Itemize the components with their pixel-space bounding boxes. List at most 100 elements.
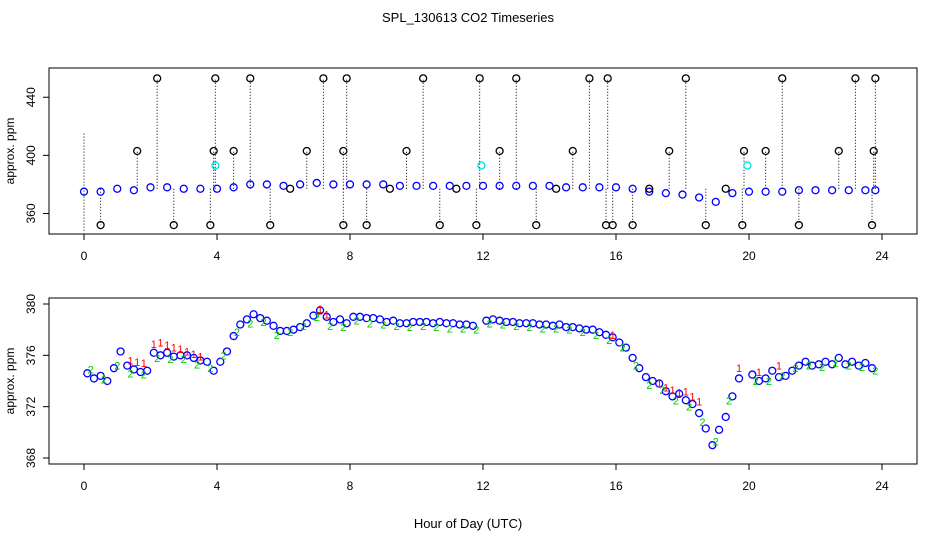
data-point: 2 [872, 366, 878, 378]
data-point: 2 [260, 317, 266, 329]
data-point: 2 [141, 370, 147, 382]
data-point [811, 186, 820, 195]
data-point [236, 320, 245, 329]
data-point: 1 [610, 330, 616, 342]
data-point [477, 161, 486, 170]
data-point [867, 364, 877, 373]
data-point: 2 [580, 327, 586, 339]
data-point [345, 180, 355, 189]
x-tick-label: 4 [214, 249, 221, 263]
data-point: 2 [646, 380, 652, 392]
data-point [312, 178, 321, 188]
data-point: 1 [776, 361, 782, 373]
data-point: 1 [191, 349, 197, 361]
x-tick-label: 0 [81, 479, 88, 493]
data-point [129, 186, 139, 195]
data-point [329, 180, 338, 189]
data-point [385, 184, 395, 193]
data-point [196, 184, 205, 193]
data-point: 2 [407, 322, 413, 334]
y-tick-label: 380 [24, 294, 38, 314]
data-point: 2 [806, 361, 812, 373]
data-point: 2 [88, 364, 94, 376]
data-point [744, 187, 754, 196]
data-point [475, 74, 484, 83]
data-point: 1 [736, 363, 742, 375]
data-point: 1 [317, 304, 323, 316]
data-point: 2 [447, 323, 453, 335]
data-point [262, 316, 272, 325]
data-point [211, 161, 220, 170]
data-point [688, 399, 697, 409]
data-point [435, 220, 444, 230]
y-tick-label: 372 [24, 396, 38, 416]
data-point [295, 322, 305, 332]
data-point [309, 311, 318, 320]
data-point [851, 74, 860, 83]
x-tick-label: 4 [214, 479, 221, 493]
data-point: 2 [473, 325, 479, 337]
data-point: 2 [154, 353, 160, 365]
data-point [871, 186, 880, 195]
data-point [867, 220, 877, 230]
data-point [362, 220, 371, 230]
data-point [152, 74, 162, 83]
data-point [109, 364, 119, 373]
data-point [162, 183, 172, 192]
y-tick-label: 440 [24, 87, 38, 107]
data-point [834, 353, 843, 363]
data-point [528, 181, 538, 191]
data-point [222, 347, 232, 356]
x-tick-label: 16 [609, 479, 623, 493]
data-point [246, 180, 255, 189]
data-point [242, 315, 252, 324]
data-point [495, 181, 504, 191]
data-point [788, 366, 797, 375]
y-tick-label: 376 [24, 345, 38, 365]
data-point [169, 220, 178, 230]
x-tick-label: 24 [875, 249, 889, 263]
data-point [694, 408, 704, 418]
data-point [608, 333, 617, 342]
data-point [827, 186, 837, 195]
x-tick-label: 12 [476, 479, 490, 493]
data-point [342, 319, 351, 328]
data-point [778, 187, 787, 196]
y-axis-label: approx. ppm [3, 118, 17, 185]
data-point: 1 [127, 355, 133, 367]
x-tick-label: 20 [742, 479, 756, 493]
data-point: 1 [689, 391, 695, 403]
data-point: 2 [234, 327, 240, 339]
data-point [794, 220, 804, 230]
data-point [665, 146, 674, 156]
data-point [302, 146, 311, 156]
data-point: 2 [633, 361, 639, 373]
data-point [402, 146, 411, 156]
chart-title: SPL_130613 CO2 Timeseries [382, 10, 554, 25]
data-point [462, 181, 471, 191]
data-point [794, 186, 804, 195]
data-point [781, 371, 790, 381]
data-point [661, 188, 671, 198]
data-point [295, 180, 305, 189]
data-point: 2 [779, 371, 785, 383]
data-point [279, 181, 288, 191]
data-point [478, 181, 488, 191]
data-point [861, 358, 870, 368]
data-point [116, 347, 125, 356]
data-point [628, 220, 637, 230]
data-point [418, 74, 428, 83]
data-point: 2 [393, 321, 399, 333]
data-point: 2 [367, 318, 373, 330]
data-point [202, 357, 212, 366]
data-point [585, 74, 594, 83]
x-tick-label: 0 [81, 249, 88, 263]
data-point [545, 181, 554, 191]
data-point [738, 220, 747, 230]
data-point [412, 181, 421, 191]
data-point [212, 184, 222, 193]
data-point: 2 [500, 320, 506, 332]
data-point [246, 74, 255, 83]
data-point: 2 [340, 322, 346, 334]
data-point [103, 376, 112, 386]
